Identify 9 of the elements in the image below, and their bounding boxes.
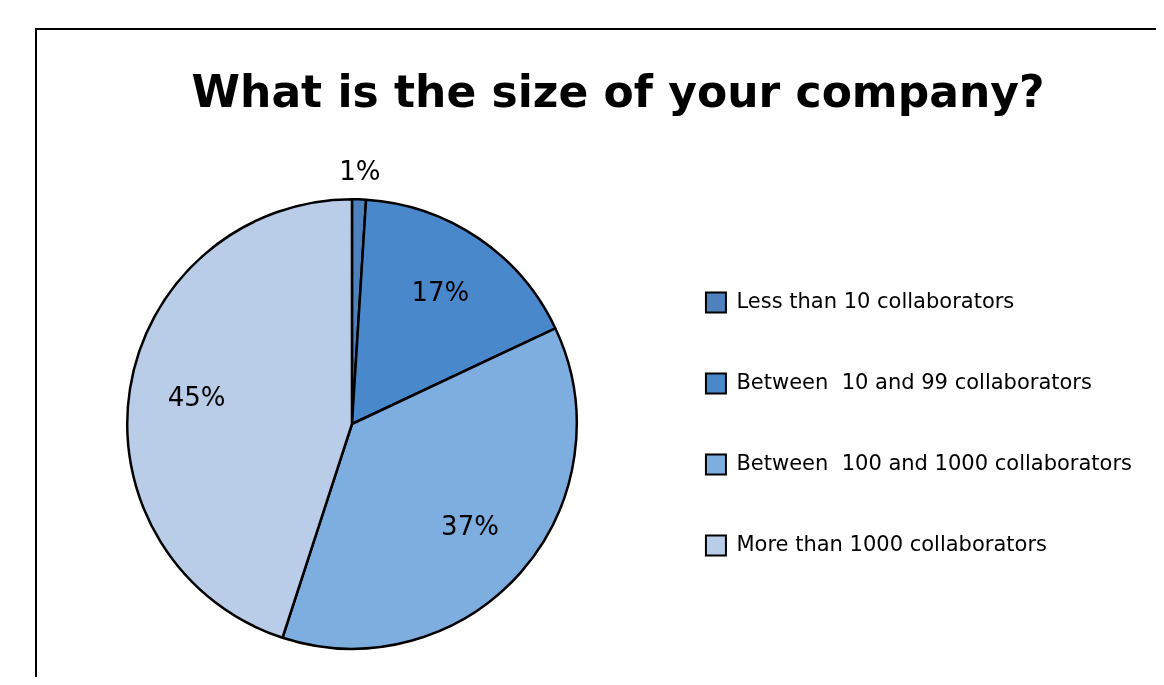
- legend-label: Between 100 and 1000 collaborators: [736, 450, 1133, 475]
- data-label: 17%: [411, 276, 470, 307]
- chart-title: What is the size of your company?: [190, 66, 1046, 117]
- data-label: 45%: [167, 382, 226, 413]
- legend-label: Between 10 and 99 collaborators: [736, 369, 1092, 394]
- legend-label: More than 1000 collaborators: [736, 531, 1047, 556]
- legend-label: Less than 10 collaborators: [736, 288, 1015, 313]
- data-label: 1%: [339, 156, 381, 187]
- data-label: 37%: [441, 510, 499, 541]
